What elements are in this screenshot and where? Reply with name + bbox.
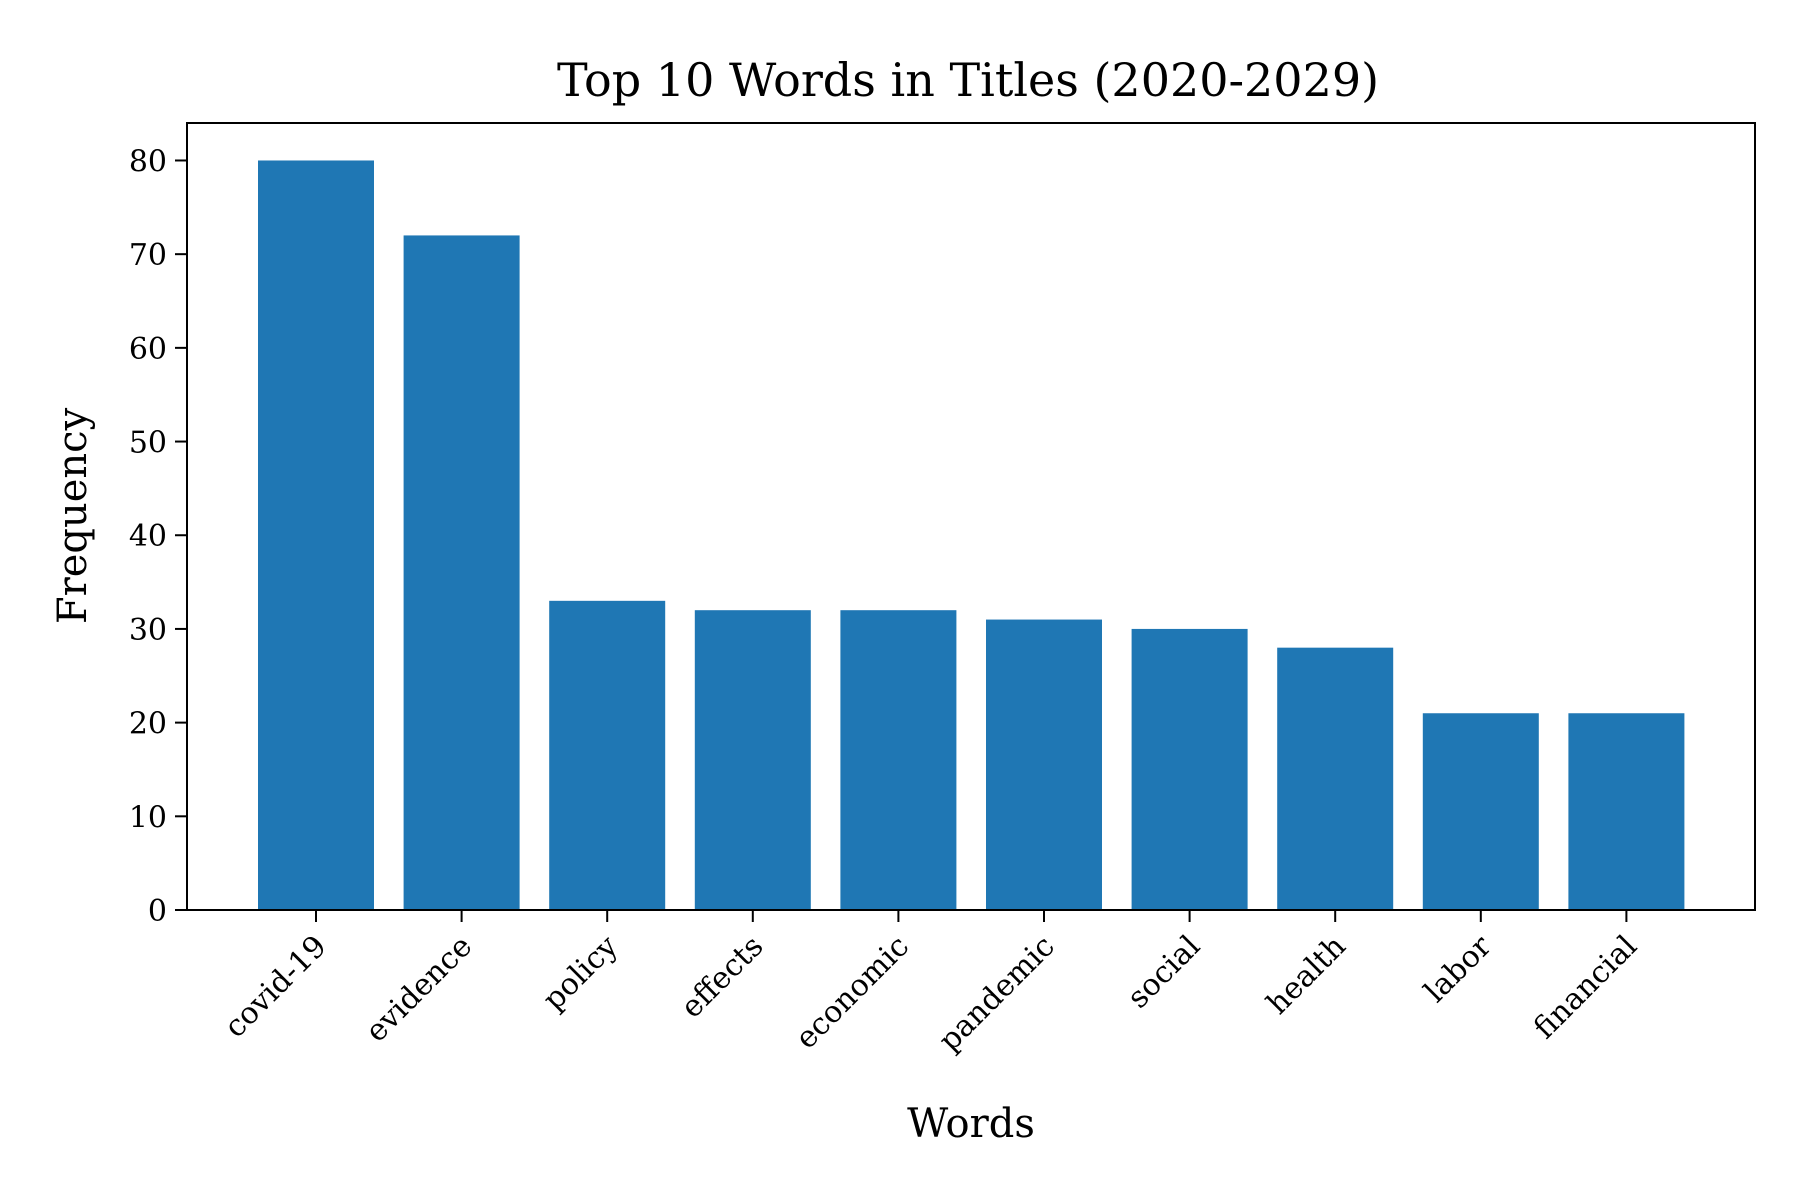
y-tick-label: 0	[148, 894, 167, 929]
plot-frame	[186, 122, 1756, 911]
x-tick-label: pandemic	[932, 929, 1062, 1059]
y-tick-label: 80	[129, 144, 167, 179]
y-axis: 0 10 20 30 40 50 60 70 80	[129, 144, 187, 929]
x-axis-label: Words	[907, 1101, 1035, 1147]
bar-pandemic	[986, 619, 1102, 910]
bar-social	[1131, 628, 1248, 910]
x-tick-label: labor	[1418, 928, 1499, 1009]
chart-title: Top 10 Words in Titles (2020-2029)	[557, 53, 1379, 107]
y-tick-label: 50	[129, 426, 167, 461]
bar-economic	[840, 610, 957, 910]
bar-labor	[1422, 713, 1539, 910]
x-axis: covid-19 evidence policy effects economic pan…	[218, 910, 1644, 1058]
bar-effects	[694, 610, 811, 910]
x-tick-label: economic	[789, 929, 916, 1056]
bar-financial	[1568, 713, 1685, 910]
x-tick-label: covid-19	[218, 929, 334, 1045]
x-tick-label: social	[1121, 929, 1208, 1016]
bar-evidence	[403, 235, 520, 910]
bars-group	[258, 160, 1685, 910]
x-tick-label: policy	[536, 929, 625, 1018]
y-tick-label: 10	[129, 800, 167, 835]
x-tick-label: financial	[1527, 929, 1644, 1046]
y-tick-label: 20	[129, 707, 167, 742]
y-tick-label: 40	[129, 519, 167, 554]
bar-policy	[549, 600, 666, 910]
y-axis-label: Frequency	[50, 407, 96, 624]
bar-covid-19	[258, 160, 374, 910]
x-tick-label: health	[1260, 929, 1353, 1022]
y-tick-label: 60	[129, 332, 167, 367]
y-tick-label: 70	[129, 238, 167, 273]
bar-health	[1277, 647, 1394, 910]
y-tick-label: 30	[129, 613, 167, 648]
x-tick-label: effects	[674, 929, 770, 1025]
x-tick-label: evidence	[359, 929, 479, 1049]
